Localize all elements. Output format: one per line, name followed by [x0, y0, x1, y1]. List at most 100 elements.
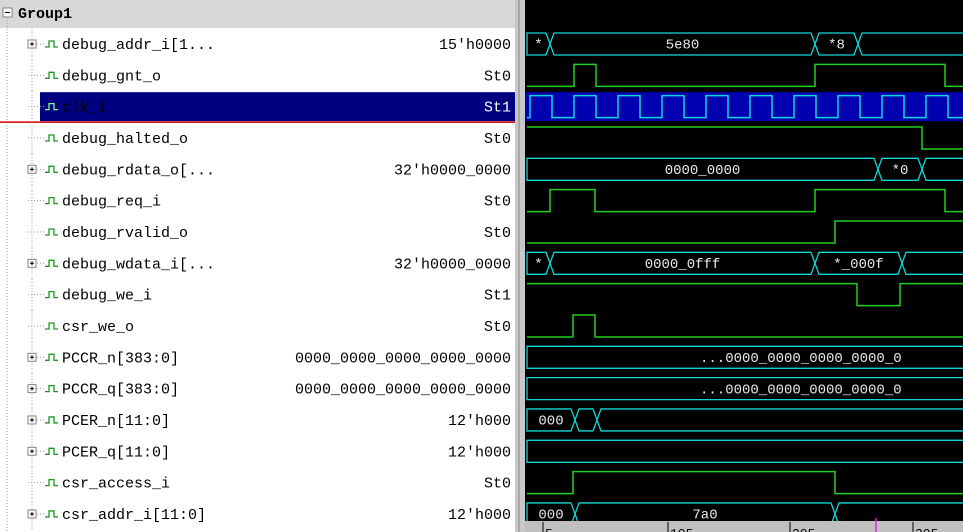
signal-icon — [45, 384, 58, 393]
signal-icon — [45, 290, 58, 299]
bus-value: * — [534, 38, 542, 54]
bus-value: 0000_0fff — [645, 257, 721, 273]
signal-value: 0000_0000_0000_0000_0000 — [295, 382, 511, 399]
signal-name[interactable]: debug_halted_o — [62, 131, 188, 148]
signal-icon — [45, 259, 58, 267]
signal-value: 12'h000 — [448, 413, 511, 430]
signal-value: 32'h0000_0000 — [394, 256, 511, 273]
signal-name[interactable]: clk_i — [62, 100, 107, 117]
bus-value: 000 — [538, 414, 563, 430]
signal-value: St1 — [484, 288, 511, 305]
signal-name[interactable]: debug_wdata_i[... — [62, 256, 215, 273]
signal-name[interactable]: PCER_q[11:0] — [62, 444, 170, 461]
signal-icon — [45, 228, 58, 236]
digital-wave — [527, 470, 963, 495]
signal-value: 0000_0000_0000_0000_0000 — [295, 350, 511, 367]
signal-icon — [45, 165, 58, 173]
signal-rows: debug_addr_i[1... 15'h0000 debug_gnt_o St0 c… — [0, 28, 515, 530]
signal-value: 32'h0000_0000 — [394, 162, 511, 179]
signal-value: St0 — [484, 225, 511, 242]
bus-value: 7a0 — [692, 508, 717, 524]
bus-segment — [526, 345, 963, 369]
timeline-label: 5 — [545, 526, 553, 532]
bus-value: * — [534, 257, 542, 273]
signal-icon — [45, 71, 58, 79]
expand-plus — [30, 417, 34, 422]
digital-wave — [527, 314, 963, 338]
signal-name[interactable]: csr_access_i — [62, 476, 170, 493]
signal-name[interactable]: debug_gnt_o — [62, 68, 161, 85]
bus-segment — [857, 32, 963, 56]
timeline-label: 305 — [915, 526, 938, 532]
signal-icon — [45, 40, 58, 48]
signal-name[interactable]: PCCR_n[383:0] — [62, 350, 179, 367]
timeline — [525, 521, 963, 532]
bus-value: *0 — [892, 163, 909, 179]
signal-value: St0 — [484, 194, 511, 211]
signal-name[interactable]: csr_we_o — [62, 319, 134, 336]
expand-plus — [30, 42, 34, 46]
digital-wave — [527, 220, 963, 244]
signal-icon — [45, 322, 58, 330]
expand-plus — [30, 449, 34, 454]
signal-value: 12'h000 — [448, 507, 511, 524]
signal-panel — [0, 0, 515, 532]
signal-icon — [45, 416, 58, 424]
signal-name[interactable]: debug_req_i — [62, 194, 161, 211]
expand-plus — [30, 355, 34, 360]
signal-value: 15'h0000 — [439, 37, 511, 54]
bus-value: 0000_0000 — [665, 163, 741, 179]
selected-wave-row — [525, 92, 963, 122]
waves: * 5e80 *8 0000_0000 *0 * 0000_0fff *_000f ...000… — [525, 32, 963, 526]
bus-value: ...0000_0000_0000_0000_0 — [700, 351, 902, 367]
signal-name[interactable]: csr_addr_i[11:0] — [62, 507, 206, 524]
splitter[interactable] — [515, 0, 525, 532]
bus-value: *8 — [828, 38, 845, 54]
signal-name[interactable]: PCCR_q[383:0] — [62, 382, 179, 399]
signal-value: 12'h000 — [448, 444, 511, 461]
expand-plus — [30, 386, 34, 391]
digital-wave — [527, 188, 963, 213]
bus-value: 5e80 — [666, 38, 700, 54]
bus-segment — [526, 439, 963, 463]
wave-panel — [525, 0, 963, 532]
expand-plus — [30, 261, 34, 266]
digital-wave — [527, 63, 963, 88]
signal-icon — [45, 134, 58, 142]
signal-value: St0 — [484, 319, 511, 336]
signal-value: St1 — [484, 100, 511, 117]
signal-icon — [45, 103, 58, 111]
signal-name[interactable]: debug_rdata_o[... — [62, 162, 215, 179]
signal-icon — [45, 197, 58, 205]
expand-plus — [30, 511, 34, 516]
signal-icon — [45, 447, 58, 455]
timeline-label: 205 — [792, 526, 815, 532]
clock-wave — [527, 94, 963, 119]
timeline-labels: 5 105 205 305 — [542, 522, 938, 532]
signal-icon — [45, 510, 58, 518]
timeline-label: 105 — [670, 526, 693, 532]
bus-value: 000 — [538, 508, 563, 524]
expand-plus — [30, 167, 34, 172]
digital-wave — [527, 282, 963, 307]
bus-value: ...0000_0000_0000_0000_0 — [700, 382, 902, 398]
signal-value: St0 — [484, 476, 511, 493]
digital-wave — [527, 126, 963, 150]
bus-segment — [921, 157, 963, 181]
signal-icon — [45, 478, 58, 487]
signal-value: St0 — [484, 131, 511, 148]
selected-row[interactable] — [40, 92, 515, 122]
bus-segment — [526, 376, 963, 401]
group-name: Group1 — [18, 6, 72, 23]
signal-name[interactable]: debug_rvalid_o — [62, 225, 188, 242]
signal-value: St0 — [484, 68, 511, 85]
signal-name[interactable]: debug_we_i — [62, 288, 152, 305]
signal-icon — [45, 353, 58, 361]
signal-name[interactable]: PCER_n[11:0] — [62, 413, 170, 430]
bus-value: *_000f — [833, 257, 883, 273]
signal-name[interactable]: debug_addr_i[1... — [62, 37, 215, 54]
bus-segment — [901, 251, 963, 275]
group-header[interactable] — [0, 0, 515, 28]
